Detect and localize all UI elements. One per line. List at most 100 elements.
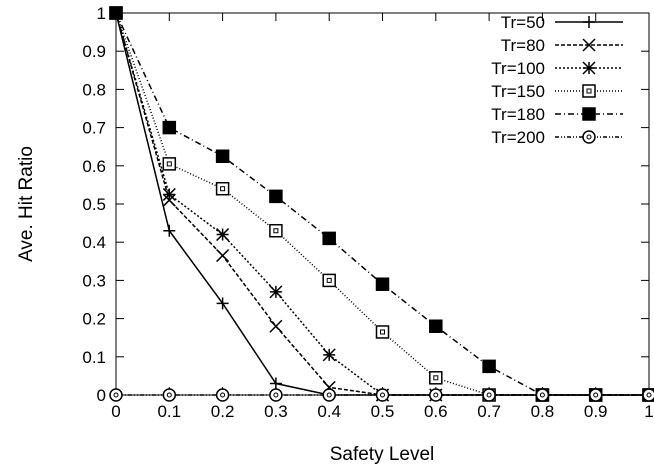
- open-circle-marker-inner: [646, 392, 652, 398]
- plus-marker: [269, 377, 282, 390]
- x-tick-label: 0.3: [264, 402, 288, 421]
- y-tick-label: 0.8: [82, 80, 106, 99]
- filled-square-marker: [109, 6, 123, 20]
- open-circle-marker: [588, 388, 603, 402]
- y-tick-label: 0.7: [82, 119, 106, 138]
- x-tick-label: 0: [111, 402, 120, 421]
- plus-marker: [163, 224, 176, 237]
- filled-square-marker: [375, 277, 390, 291]
- x-tick-label: 0.8: [531, 402, 555, 421]
- open-circle-marker-inner: [166, 392, 172, 398]
- open-circle-marker-inner: [433, 392, 439, 398]
- star-marker: [269, 285, 283, 299]
- open-circle-marker-inner: [113, 392, 119, 398]
- open-square-marker: [269, 223, 283, 238]
- filled-square-marker: [582, 107, 596, 121]
- y-tick-label: 0.5: [82, 195, 106, 214]
- cross-marker: [269, 319, 283, 333]
- open-circle-marker: [375, 388, 390, 402]
- open-circle-marker-inner: [273, 392, 279, 398]
- series-layer: [109, 6, 654, 402]
- legend-label: Tr=100: [491, 59, 545, 78]
- open-square-marker-inner: [220, 186, 226, 192]
- open-square-marker-inner: [380, 329, 385, 335]
- x-tick-label: 0.4: [317, 402, 341, 421]
- open-square-marker-inner: [433, 375, 439, 381]
- open-square-marker: [215, 181, 230, 196]
- y-tick-label: 0.4: [82, 233, 106, 252]
- open-square-marker-inner: [326, 277, 332, 283]
- series-tr-180: [109, 6, 654, 402]
- open-circle-marker-inner: [220, 392, 226, 398]
- x-tick-label: 0.1: [157, 402, 181, 421]
- star-marker: [162, 187, 176, 201]
- x-tick-label: 0.6: [424, 402, 448, 421]
- legend: Tr=50 Tr=80 Tr=100 Tr=150 Tr=180 Tr=200: [491, 13, 623, 147]
- y-tick-label: 1: [97, 4, 106, 23]
- filled-square-marker: [482, 359, 496, 374]
- x-axis-title: Safety Level: [330, 444, 435, 465]
- y-tick-label: 0.3: [82, 271, 106, 290]
- open-circle-marker: [269, 388, 283, 402]
- x-tick-label: 1: [644, 402, 653, 421]
- legend-label: Tr=180: [491, 105, 545, 124]
- y-axis-ticks: 0 0.1 0.2 0.3 0.4 0.5 0.6 0.7 0.8 0.9 1: [82, 4, 649, 405]
- open-square-marker: [429, 371, 443, 385]
- series-tr-80: [109, 6, 654, 402]
- open-circle-marker: [215, 388, 230, 402]
- open-circle-marker-inner: [326, 392, 332, 398]
- open-circle-marker-inner: [539, 392, 545, 398]
- open-square-marker: [162, 157, 177, 171]
- open-circle-marker: [109, 388, 123, 402]
- plus-marker: [216, 297, 229, 310]
- y-tick-label: 0.1: [82, 348, 106, 367]
- star-marker: [216, 228, 230, 242]
- y-tick-label: 0.6: [82, 157, 106, 176]
- star-marker: [322, 348, 336, 362]
- open-circle-marker: [482, 388, 496, 402]
- cross-marker: [216, 249, 230, 263]
- open-square-marker-inner: [273, 228, 279, 234]
- x-tick-label: 0.7: [477, 402, 501, 421]
- open-circle-marker-inner: [486, 392, 492, 398]
- legend-label: Tr=150: [491, 82, 545, 101]
- filled-square-marker: [215, 149, 230, 163]
- legend-label: Tr=200: [491, 128, 545, 147]
- filled-square-marker: [322, 231, 336, 246]
- open-square-marker: [375, 325, 390, 339]
- series-tr-100: [109, 6, 654, 402]
- star-marker: [582, 61, 596, 75]
- filled-square-marker: [162, 120, 177, 135]
- open-circle-marker: [429, 388, 443, 402]
- x-tick-label: 0.5: [371, 402, 395, 421]
- plus-marker: [583, 16, 595, 28]
- open-circle-marker-inner: [586, 134, 592, 140]
- open-circle-marker: [582, 130, 596, 144]
- y-tick-label: 0: [97, 386, 106, 405]
- filled-square-marker: [269, 189, 283, 204]
- open-square-marker: [322, 273, 336, 288]
- legend-label: Tr=50: [501, 13, 545, 32]
- y-tick-label: 0.9: [82, 42, 106, 61]
- series-tr-150: [109, 6, 654, 402]
- open-circle-marker: [162, 388, 177, 402]
- open-square-marker-inner: [586, 88, 592, 94]
- series-tr-50: [110, 7, 654, 401]
- open-circle-marker: [642, 388, 654, 402]
- open-circle-marker: [535, 388, 550, 402]
- series-tr-200: [109, 388, 654, 402]
- legend-label: Tr=80: [501, 36, 545, 55]
- y-axis-title: Ave. Hit Ratio: [16, 146, 37, 262]
- y-tick-label: 0.2: [82, 310, 106, 329]
- open-circle-marker-inner: [380, 392, 385, 398]
- filled-square-marker: [429, 319, 443, 333]
- x-axis-ticks: 0 0.1 0.2 0.3 0.4 0.5 0.6 0.7 0.8 0.9 1: [111, 13, 654, 421]
- open-square-marker-inner: [166, 161, 172, 167]
- x-tick-label: 0.2: [211, 402, 235, 421]
- x-tick-label: 0.9: [584, 402, 608, 421]
- open-square-marker: [582, 84, 596, 98]
- open-circle-marker: [322, 388, 336, 402]
- cross-marker: [582, 38, 596, 52]
- open-circle-marker-inner: [593, 392, 599, 398]
